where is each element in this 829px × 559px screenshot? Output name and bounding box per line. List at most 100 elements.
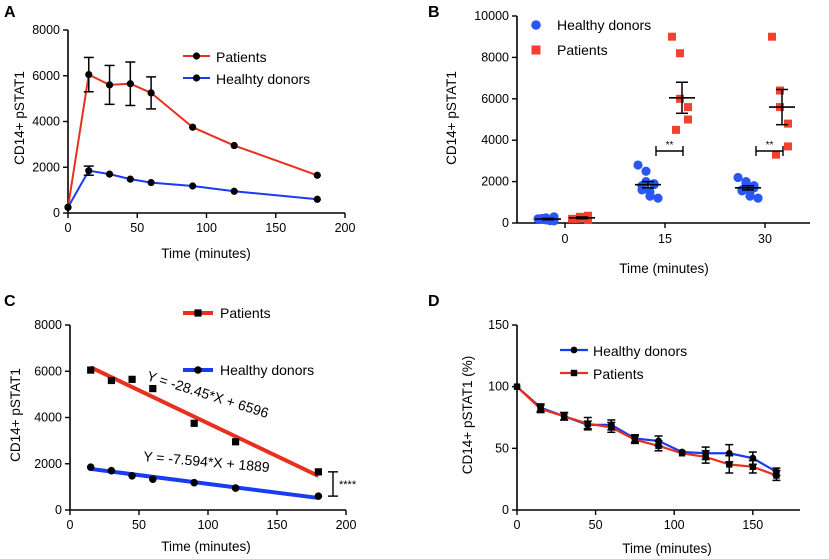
y-tick-label: 2000 xyxy=(32,160,60,174)
series-line xyxy=(516,385,777,477)
x-tick-label: 0 xyxy=(67,518,74,532)
data-point xyxy=(737,186,747,196)
data-point xyxy=(231,484,240,492)
legend-marker xyxy=(194,366,202,374)
panel-b: B CD14+ pSTAT1 Time (minutes) Healthy do… xyxy=(428,4,810,276)
series-line xyxy=(516,385,777,473)
data-point xyxy=(86,463,95,472)
panel-d: D CD14+ pSTAT1 (%) Time (minutes) Health… xyxy=(428,293,800,556)
panel-c: C CD14+ pSTAT1 Time (minutes) Patients H… xyxy=(4,293,357,554)
y-tick-label: 2000 xyxy=(481,175,509,189)
fit-line xyxy=(89,365,320,478)
legend-patients-label: Patients xyxy=(593,366,644,382)
x-tick-label: 0 xyxy=(514,518,521,532)
data-point xyxy=(784,142,792,151)
legend-marker xyxy=(570,346,578,354)
data-point xyxy=(560,413,568,420)
legend-marker xyxy=(192,52,201,60)
x-tick-label: 150 xyxy=(742,518,763,532)
x-tick-label: 30 xyxy=(758,232,772,246)
legend-patients-label: Patients xyxy=(557,42,608,58)
data-point xyxy=(655,442,662,450)
data-point xyxy=(147,178,155,187)
legend-marker xyxy=(531,20,541,30)
x-tick-label: 100 xyxy=(198,518,219,532)
data-point xyxy=(641,166,651,176)
y-tick-label: 6000 xyxy=(481,92,509,106)
x-tick-label: 0 xyxy=(562,232,569,246)
legend-healthy-label: Healthy donors xyxy=(220,362,314,378)
x-tick-label: 50 xyxy=(132,518,146,532)
data-point xyxy=(676,94,684,103)
legend-marker xyxy=(192,74,201,82)
x-axis-label: Time (minutes) xyxy=(619,261,709,276)
panel-label: A xyxy=(4,4,16,21)
y-tick-label: 0 xyxy=(502,216,509,230)
y-tick-label: 0 xyxy=(502,503,509,517)
legend-healthy-label: Healhty donors xyxy=(216,71,310,87)
panel-a: A CD14+ pSTAT1 Time (minutes) Patients H… xyxy=(4,4,355,261)
panel-label: C xyxy=(4,293,16,310)
y-tick-label: 0 xyxy=(55,503,62,517)
y-axis-label: CD14+ pSTAT1 xyxy=(8,368,23,462)
legend-healthy-label: Healthy donors xyxy=(593,343,687,359)
x-tick-label: 100 xyxy=(664,518,685,532)
data-point xyxy=(189,123,197,131)
data-point xyxy=(749,454,757,462)
data-point xyxy=(608,424,615,431)
y-tick-label: 8000 xyxy=(481,50,509,64)
data-point xyxy=(676,49,684,58)
data-point xyxy=(513,383,521,390)
data-point xyxy=(105,170,114,178)
data-point xyxy=(128,471,136,480)
data-point xyxy=(126,175,134,183)
data-point xyxy=(85,167,93,175)
x-tick-label: 150 xyxy=(265,221,286,235)
data-point xyxy=(190,478,198,487)
data-point xyxy=(773,472,780,479)
series-line xyxy=(67,73,318,208)
data-point xyxy=(230,141,238,150)
data-point xyxy=(753,193,763,203)
legend-marker xyxy=(531,45,541,55)
x-tick-label: 100 xyxy=(196,221,217,235)
data-point xyxy=(128,375,136,383)
data-point xyxy=(784,119,792,128)
sig-label: ** xyxy=(666,140,674,151)
data-point xyxy=(314,468,322,476)
y-tick-label: 4000 xyxy=(34,411,62,425)
y-axis-label: CD14+ pSTAT1 (%) xyxy=(460,356,475,474)
data-point xyxy=(776,86,784,95)
data-point xyxy=(702,453,709,461)
x-axis-label: Time (minutes) xyxy=(161,246,251,261)
data-point xyxy=(584,215,592,224)
y-tick-label: 0 xyxy=(53,206,60,220)
data-point xyxy=(230,187,238,195)
sig-label: ** xyxy=(766,140,774,151)
data-point xyxy=(105,81,114,89)
data-point xyxy=(313,195,321,203)
data-point xyxy=(64,203,72,211)
data-point xyxy=(149,384,157,393)
data-point xyxy=(189,182,197,190)
x-tick-label: 50 xyxy=(589,518,603,532)
y-tick-label: 6000 xyxy=(32,69,60,83)
data-point xyxy=(631,436,639,443)
x-tick-label: 15 xyxy=(658,232,672,246)
data-point xyxy=(107,466,116,475)
data-point xyxy=(726,461,733,468)
data-point xyxy=(725,449,733,457)
sig-label: **** xyxy=(339,479,357,491)
y-tick-label: 4000 xyxy=(481,133,509,147)
legend-marker xyxy=(570,369,578,377)
y-tick-label: 8000 xyxy=(34,318,62,332)
data-point xyxy=(190,419,198,427)
y-tick-label: 4000 xyxy=(32,115,60,129)
legend-patients-label: Patients xyxy=(216,49,267,65)
x-tick-label: 200 xyxy=(335,221,356,235)
data-point xyxy=(733,172,743,183)
data-point xyxy=(85,71,93,79)
data-point xyxy=(645,191,655,201)
data-point xyxy=(653,193,663,203)
